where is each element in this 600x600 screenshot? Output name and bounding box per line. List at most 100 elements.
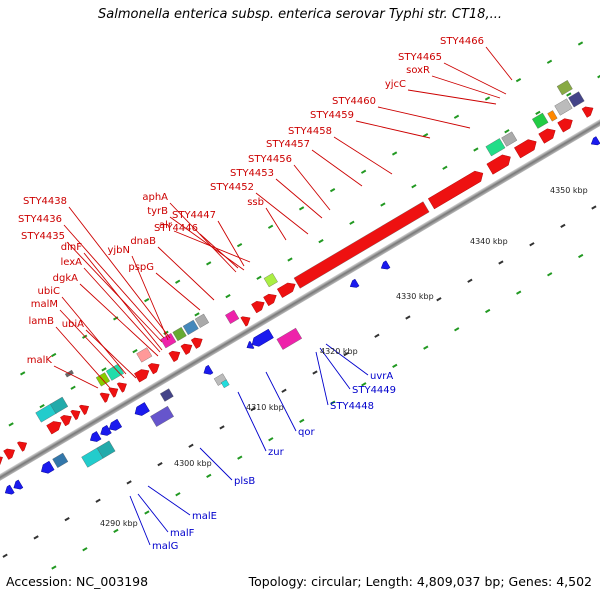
scale-tick — [268, 437, 274, 442]
gene-feature — [4, 484, 15, 495]
scale-tick — [298, 206, 305, 211]
gene-feature — [251, 301, 265, 314]
gene-feature — [427, 170, 484, 210]
scale-tick — [484, 96, 491, 101]
scale-tick — [591, 205, 597, 210]
scale-tick — [504, 129, 510, 134]
gene-label: malM — [31, 299, 58, 310]
scale-tick — [281, 388, 287, 393]
gene-feature — [46, 421, 62, 435]
leader-line — [217, 220, 245, 267]
gene-label: ubiC — [38, 286, 60, 297]
scale-tick — [516, 290, 522, 295]
scale-tick — [330, 400, 336, 405]
scale-tick — [318, 238, 324, 244]
gene-label: ubiA — [62, 319, 84, 330]
gene-feature — [538, 128, 556, 144]
scale-tick — [8, 422, 14, 427]
gene-feature — [99, 392, 110, 403]
scale-tick — [113, 528, 119, 534]
gene-feature — [590, 136, 600, 146]
gene-feature — [105, 363, 125, 381]
scale-tick — [206, 473, 212, 479]
scale-tick — [578, 253, 584, 259]
leader-line — [169, 202, 237, 273]
scale-tick — [485, 308, 491, 314]
leader-line — [129, 495, 151, 546]
scale-tick — [374, 333, 380, 338]
gene-feature — [70, 409, 81, 421]
gene-feature — [134, 402, 150, 416]
leader-line — [59, 309, 125, 379]
scale-tick — [535, 110, 541, 116]
gene-label: STY4453 — [230, 168, 274, 179]
scale-tick — [423, 345, 429, 350]
leader-line — [377, 106, 471, 129]
scale-tick — [157, 461, 163, 467]
gene-label: tyrB — [147, 206, 168, 217]
scale-tick — [95, 498, 101, 503]
scale-tick — [361, 382, 367, 387]
gene-label: STY4459 — [310, 110, 354, 121]
gene-feature — [182, 319, 199, 335]
scale-tick — [467, 278, 473, 283]
leader-line — [55, 326, 111, 389]
leader-line — [53, 365, 99, 389]
leader-line — [333, 136, 393, 175]
leader-line — [131, 255, 169, 341]
scale-tick — [267, 224, 274, 229]
scale-tick — [51, 352, 57, 358]
gene-feature — [108, 418, 123, 431]
gene-feature — [147, 363, 160, 375]
scale-tick — [219, 425, 225, 430]
leader-line — [293, 164, 331, 211]
scale-tick — [287, 257, 293, 262]
scale-tick — [436, 297, 442, 302]
gene-label: STY4452 — [210, 182, 254, 193]
gene-label: yjcC — [385, 79, 406, 90]
leader-line — [355, 120, 431, 139]
gene-feature — [3, 448, 15, 460]
gene-feature — [486, 154, 511, 175]
scale-tick — [392, 363, 398, 369]
gene-label: STY4447 — [172, 210, 216, 221]
gene-feature — [380, 260, 391, 270]
gene-label: alr — [159, 220, 173, 231]
scale-tick — [206, 261, 212, 266]
gene-feature — [225, 309, 240, 324]
scale-tick — [101, 367, 107, 372]
scale-tick — [529, 242, 535, 247]
gene-label: pspG — [128, 262, 154, 273]
leader-line — [485, 46, 513, 81]
gene-label: STY4460 — [332, 96, 376, 107]
scale-tick — [39, 403, 45, 409]
gene-label: dinF — [61, 242, 82, 253]
gene-feature — [263, 273, 278, 288]
leader-line — [237, 391, 267, 452]
scale-tick — [498, 260, 504, 265]
gene-label: STY4458 — [288, 126, 332, 137]
gene-feature — [172, 326, 187, 342]
leader-line — [275, 178, 323, 219]
gene-label: plsB — [234, 476, 255, 487]
scale-tick — [422, 132, 429, 138]
gene-feature — [556, 80, 573, 96]
gene-label: yjbN — [107, 245, 130, 256]
leader-line — [315, 351, 329, 406]
gene-feature — [13, 479, 24, 490]
gene-feature — [568, 91, 585, 108]
gene-feature — [581, 106, 594, 118]
map-title: Salmonella enterica subsp. enterica sero… — [98, 7, 502, 22]
scale-tick — [349, 220, 355, 225]
gene-label: STY4449 — [352, 385, 396, 396]
scale-tick — [64, 516, 70, 522]
label-leaders — [53, 46, 513, 546]
scale-tick — [236, 242, 243, 248]
scale-tick — [70, 385, 76, 390]
scale-tick — [380, 202, 386, 207]
leader-line — [319, 347, 351, 390]
scale-tick — [577, 41, 584, 46]
scale-tick — [175, 492, 181, 497]
gene-feature — [276, 327, 303, 350]
